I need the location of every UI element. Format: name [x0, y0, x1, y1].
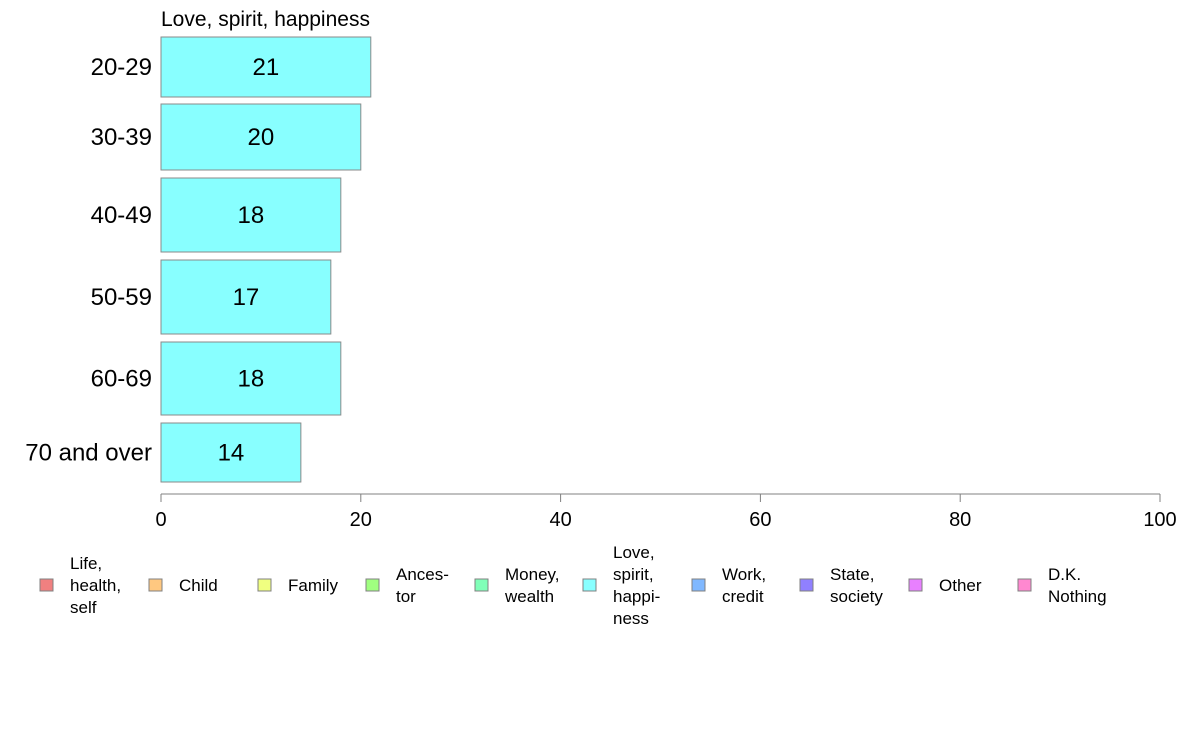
- legend-item: D.K. Nothing: [1017, 565, 1107, 606]
- bar-60-69: [160, 341, 342, 416]
- legend-swatch: [365, 578, 380, 592]
- x-tick-label: 60: [749, 509, 771, 531]
- bar-40-49: [160, 177, 342, 253]
- legend-swatch: [257, 578, 272, 592]
- legend-label: Child: [179, 576, 218, 595]
- category-label: 60-69: [91, 366, 152, 393]
- x-tick-label: 20: [350, 509, 372, 531]
- legend-label: State, society: [830, 565, 883, 606]
- legend-item: Work, credit: [691, 565, 766, 606]
- legend-label: Family: [288, 576, 339, 595]
- category-label: 40-49: [91, 202, 152, 229]
- legend-label: Ances-tor: [396, 565, 449, 606]
- legend-label: D.K. Nothing: [1048, 565, 1107, 606]
- legend-label: Life, health, self: [70, 554, 121, 617]
- legend-item: Family: [257, 576, 339, 595]
- bar-50-59: [160, 259, 332, 335]
- legend-swatch: [148, 578, 163, 592]
- legend-label: Work, credit: [722, 565, 766, 606]
- data-label: 20: [248, 124, 275, 151]
- x-axis: 0 20 40 60 80 100: [155, 493, 1177, 531]
- category-label: 50-59: [91, 284, 152, 311]
- legend-swatch: [582, 578, 597, 592]
- legend-item: Love, spirit, happi-ness: [582, 543, 660, 628]
- x-tick-label: 100: [1143, 509, 1176, 531]
- legend-item: State, society: [799, 565, 883, 606]
- legend-label: Money, wealth: [504, 565, 560, 606]
- bar-20-29: [160, 36, 372, 98]
- data-label: 17: [233, 284, 260, 311]
- data-label: 18: [238, 366, 265, 393]
- legend-swatch: [1017, 578, 1032, 592]
- legend-item: Ances-tor: [365, 565, 449, 606]
- legend-swatch: [691, 578, 706, 592]
- x-tick-label: 40: [549, 509, 571, 531]
- data-label: 14: [218, 440, 245, 467]
- chart-title: Love, spirit, happiness: [161, 8, 370, 31]
- category-label: 70 and over: [25, 440, 152, 467]
- legend-item: Other: [908, 576, 982, 595]
- legend-item: Money, wealth: [474, 565, 560, 606]
- legend: Life, health, self Child Family Ances-tor Mone…: [39, 543, 1107, 628]
- category-label: 30-39: [91, 124, 152, 151]
- bar-30-39: [160, 103, 362, 171]
- x-tick-label: 80: [949, 509, 971, 531]
- legend-label: Other: [939, 576, 982, 595]
- data-labels: 21 20 18 17 18 14: [218, 54, 280, 467]
- data-label: 18: [238, 202, 265, 229]
- data-label: 21: [253, 54, 280, 81]
- legend-swatch: [799, 578, 814, 592]
- legend-item: Life, health, self: [39, 554, 121, 617]
- legend-item: Child: [148, 576, 218, 595]
- bar-70-and-over: [160, 422, 302, 483]
- category-labels: 20-29 30-39 40-49 50-59 60-69 70 and over: [25, 54, 152, 467]
- bars-group: [160, 36, 372, 483]
- x-tick-label: 0: [155, 509, 166, 531]
- legend-swatch: [908, 578, 923, 592]
- category-label: 20-29: [91, 54, 152, 81]
- legend-swatch: [474, 578, 489, 592]
- legend-swatch: [39, 578, 54, 592]
- legend-label: Love, spirit, happi-ness: [613, 543, 660, 628]
